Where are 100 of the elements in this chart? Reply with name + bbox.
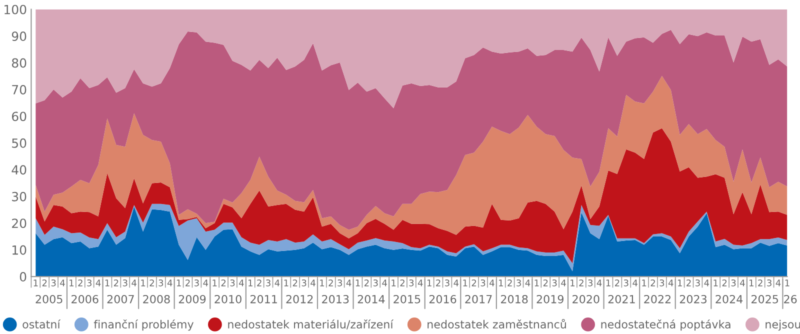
x-tick-label: 2 (472, 279, 476, 286)
x-tick-label: 3 (122, 279, 128, 286)
x-tick-label: 1 (499, 280, 503, 286)
x-tick-label: 2 (508, 279, 512, 286)
x-tick-label: 4 (776, 280, 781, 286)
x-tick-label: 4 (454, 280, 459, 286)
x-tick-label: 2 (650, 279, 655, 286)
y-tick-label: 80 (12, 58, 26, 68)
y-tick-label: 10 (12, 245, 26, 255)
text: 2012 (286, 294, 313, 304)
x-tick-label: 4 (310, 280, 316, 286)
x-tick-label: 1 (34, 280, 38, 286)
x-tick-label: 1 (356, 280, 360, 286)
text: 2015 (394, 294, 420, 304)
x-tick-label: 4 (239, 280, 244, 286)
x-tick-label: 4 (346, 280, 352, 286)
text: 2008 (143, 294, 170, 304)
x-tick-label: 1 (750, 280, 754, 286)
x-tick-label: 1 (678, 280, 682, 286)
x-tick-label: 3 (588, 279, 593, 286)
x-tick-label: 1 (70, 280, 74, 286)
x-tick-label: 2 (579, 279, 584, 286)
y-tick-label: 100 (4, 4, 26, 14)
text: 2017 (465, 294, 492, 304)
x-tick-label: 2 (221, 279, 226, 286)
text: 2025 (752, 294, 778, 304)
x-tick-label: 4 (561, 280, 566, 286)
y-tick-label: 90 (12, 32, 26, 41)
x-tick-label: 4 (596, 280, 602, 286)
x-tick-label: 1 (463, 280, 468, 286)
x-tick-label: 3 (552, 279, 557, 286)
x-tick-label: 3 (660, 279, 664, 286)
text: 2006 (72, 294, 98, 304)
x-tick-label: 4 (274, 280, 280, 286)
x-tick-label: 4 (632, 280, 638, 286)
legend-label: ostatní (22, 319, 61, 329)
x-tick-label: 1 (248, 280, 252, 286)
legend-label: nedostatek materiálu/zařízení (228, 319, 394, 330)
x-tick-label: 1 (284, 280, 288, 286)
x-tick-label: 3 (480, 279, 486, 286)
x-tick-label: 3 (516, 279, 521, 286)
text: 2013 (322, 294, 349, 304)
x-tick-label: 2 (150, 279, 154, 286)
x-tick-label: 2 (615, 279, 620, 286)
x-tick-label: 2 (257, 279, 262, 286)
text: 2018 (501, 294, 528, 304)
text: 2005 (36, 294, 62, 304)
x-tick-label: 1 (141, 280, 146, 286)
x-tick-label: 3 (338, 279, 342, 286)
x-tick-label: 3 (87, 279, 92, 286)
x-tick-label: 3 (624, 279, 628, 286)
text: 2011 (250, 294, 277, 304)
x-tick-label: 2 (758, 279, 762, 286)
text: 2023 (680, 294, 707, 304)
x-tick-label: 3 (731, 279, 736, 286)
x-tick-label: 4 (382, 280, 387, 286)
text: 2010 (214, 294, 242, 304)
x-tick-label: 2 (722, 279, 727, 286)
text: 2019 (536, 294, 564, 304)
x-tick-label: 1 (642, 280, 646, 286)
y-tick-label: 50 (12, 138, 26, 148)
x-tick-label: 4 (60, 280, 65, 286)
legend-label: finanční problémy (94, 319, 194, 331)
y-tick-label: 60 (12, 112, 26, 122)
x-tick-label: 2 (543, 279, 548, 286)
y-tick-label: 20 (12, 218, 26, 228)
x-tick-label: 3 (696, 279, 700, 286)
x-tick-label: 2 (114, 279, 118, 286)
x-tick-label: 3 (445, 279, 450, 286)
x-tick-label: 4 (167, 280, 172, 286)
y-tick-label: 70 (12, 84, 26, 94)
legend-label: nejsou (766, 320, 800, 331)
text: 26 (784, 294, 797, 304)
text: 2009 (178, 294, 206, 304)
x-tick-label: 4 (132, 280, 136, 286)
x-tick-label: 4 (96, 280, 101, 286)
y-tick-label: 0 (20, 272, 26, 282)
x-tick-label: 3 (409, 279, 414, 286)
x-tick-label: 3 (767, 279, 772, 286)
x-tick-label: 2 (686, 279, 691, 286)
x-tick-label: 2 (292, 279, 298, 286)
x-tick-label: 4 (668, 280, 674, 286)
y-tick-label: 40 (12, 165, 26, 175)
x-tick-label: 3 (230, 279, 235, 286)
x-tick-label: 2 (436, 279, 440, 286)
x-tick-label: 4 (740, 280, 745, 286)
x-tick-label: 2 (186, 279, 190, 286)
x-tick-label: 4 (525, 280, 530, 286)
x-tick-label: 2 (42, 279, 47, 286)
x-tick-label: 1 (427, 280, 432, 286)
legend-label: nedostatečná poptávka (601, 319, 730, 331)
text: 2007 (107, 294, 134, 304)
x-tick-label: 1 (392, 280, 396, 286)
text: 2024 (716, 294, 743, 304)
x-tick-label: 1 (714, 280, 718, 286)
text: 2022 (644, 294, 670, 304)
x-tick-label: 1 (570, 280, 575, 286)
x-tick-label: 4 (418, 280, 423, 286)
x-tick-label: 1 (105, 280, 110, 286)
y-tick-label: 30 (12, 192, 26, 202)
